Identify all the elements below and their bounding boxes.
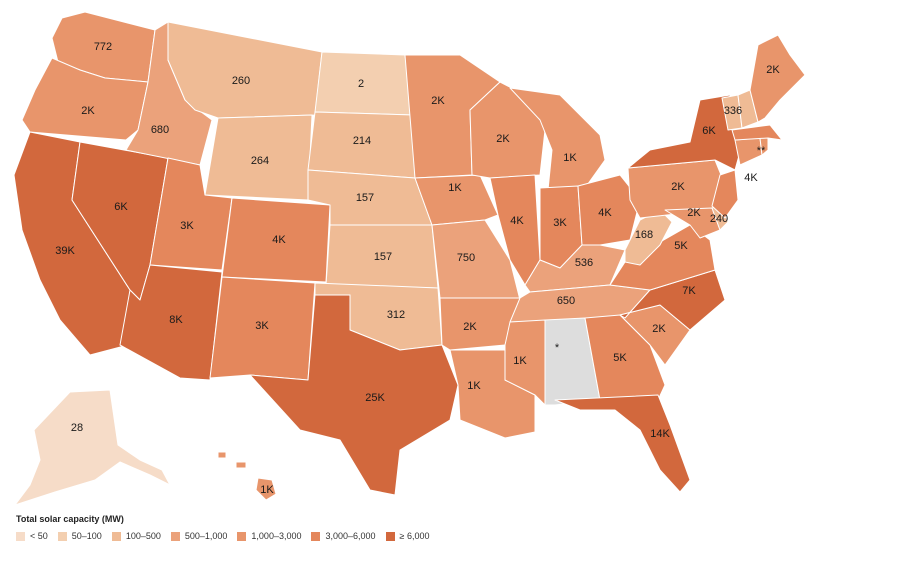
label-MO: 750 — [457, 252, 475, 264]
label-IA: 1K — [448, 182, 462, 194]
label-FL: 14K — [650, 428, 670, 440]
label-AL: * — [555, 342, 560, 354]
label-AK: 28 — [71, 422, 83, 434]
legend-item: 1,000–3,000 — [237, 531, 301, 541]
state-NJ[interactable] — [711, 169, 739, 219]
legend-swatch — [237, 531, 247, 541]
label-TX: 25K — [365, 392, 385, 404]
legend-swatch — [385, 531, 395, 541]
state-MT[interactable] — [167, 21, 323, 119]
label-MI: 1K — [563, 152, 577, 164]
state-MA[interactable] — [731, 124, 783, 141]
label-IL: 4K — [510, 215, 524, 227]
legend-item-label: < 50 — [30, 531, 48, 541]
label-OR: 2K — [81, 105, 95, 117]
state-MO[interactable] — [431, 219, 521, 301]
state-IA[interactable] — [414, 174, 499, 226]
legend-item-label: 100–500 — [125, 531, 161, 541]
label-WV: 168 — [635, 229, 653, 241]
state-HI-island-2 — [235, 461, 247, 469]
legend-item-label: 1,000–3,000 — [251, 531, 302, 541]
state-ME[interactable] — [749, 34, 806, 123]
label-KY: 536 — [575, 257, 593, 269]
legend-swatch — [16, 531, 25, 541]
label-UT: 3K — [180, 220, 194, 232]
legend-swatch — [311, 531, 321, 541]
legend-swatch — [57, 531, 67, 541]
state-TX[interactable] — [249, 294, 459, 496]
label-LA: 1K — [467, 380, 481, 392]
legend-item: 500–1,000 — [170, 531, 228, 541]
legend-item: 100–500 — [111, 531, 161, 541]
label-WY: 264 — [251, 155, 269, 167]
label-MD: 2K — [687, 207, 701, 219]
label-NY: 6K — [702, 125, 716, 137]
state-HI[interactable] — [255, 477, 277, 501]
label-MN: 2K — [431, 95, 445, 107]
label-NE: 157 — [356, 192, 374, 204]
label-ME: 2K — [766, 64, 780, 76]
label-SD: 214 — [353, 135, 371, 147]
legend-item-label: 3,000–6,000 — [325, 531, 376, 541]
legend-swatch — [111, 531, 121, 541]
label-HI: 1K — [260, 484, 274, 496]
legend-item-label: 500–1,000 — [184, 531, 228, 541]
legend-title: Total solar capacity (MW) — [16, 514, 124, 524]
label-ND: 2 — [358, 78, 364, 90]
label-IN: 3K — [553, 217, 567, 229]
label-CT-RI-note: ** — [757, 145, 766, 157]
legend-item: 50–100 — [57, 531, 102, 541]
label-AR: 2K — [463, 321, 477, 333]
label-DE: 240 — [710, 213, 728, 225]
label-TN: 650 — [557, 295, 575, 307]
state-HI-island-3 — [217, 451, 227, 459]
legend-item: 3,000–6,000 — [311, 531, 376, 541]
label-OK: 312 — [387, 309, 405, 321]
label-SC: 2K — [652, 323, 666, 335]
label-PA: 2K — [671, 181, 685, 193]
state-labels: 772 2K 39K 6K 680 260 264 3K 8K 4K 3K 2 … — [55, 41, 780, 496]
label-GA: 5K — [613, 352, 627, 364]
legend-item-label: ≥ 6,000 — [399, 531, 430, 541]
label-ID: 680 — [151, 124, 169, 136]
state-FL[interactable] — [554, 394, 691, 493]
legend-item: ≥ 6,000 — [385, 531, 430, 541]
label-MT: 260 — [232, 75, 250, 87]
state-VA[interactable] — [609, 224, 716, 291]
label-WA: 772 — [94, 41, 112, 53]
state-MI[interactable] — [509, 87, 606, 191]
label-MS: 1K — [513, 355, 527, 367]
label-NC: 7K — [682, 285, 696, 297]
label-OH: 4K — [598, 207, 612, 219]
label-CA: 39K — [55, 245, 75, 257]
state-MD[interactable] — [664, 207, 721, 239]
state-AR[interactable] — [439, 297, 521, 351]
label-NV: 6K — [114, 201, 128, 213]
state-OR[interactable] — [21, 57, 149, 141]
legend-swatch — [170, 531, 180, 541]
state-WV[interactable] — [624, 209, 673, 266]
label-VT: 336 — [724, 105, 742, 117]
label-AZ: 8K — [169, 314, 183, 326]
legend-item: < 50 — [16, 531, 48, 541]
label-NM: 3K — [255, 320, 269, 332]
label-VA: 5K — [674, 240, 688, 252]
legend-items: < 50 50–100 100–500 500–1,000 1,000–3,00… — [16, 531, 440, 541]
label-CO: 4K — [272, 234, 286, 246]
label-MA: 4K — [744, 172, 758, 184]
state-AK[interactable] — [14, 389, 171, 506]
label-KS: 157 — [374, 251, 392, 263]
legend: Total solar capacity (MW) < 50 50–100 10… — [16, 514, 440, 541]
label-WI: 2K — [496, 133, 510, 145]
legend-item-label: 50–100 — [71, 531, 102, 541]
